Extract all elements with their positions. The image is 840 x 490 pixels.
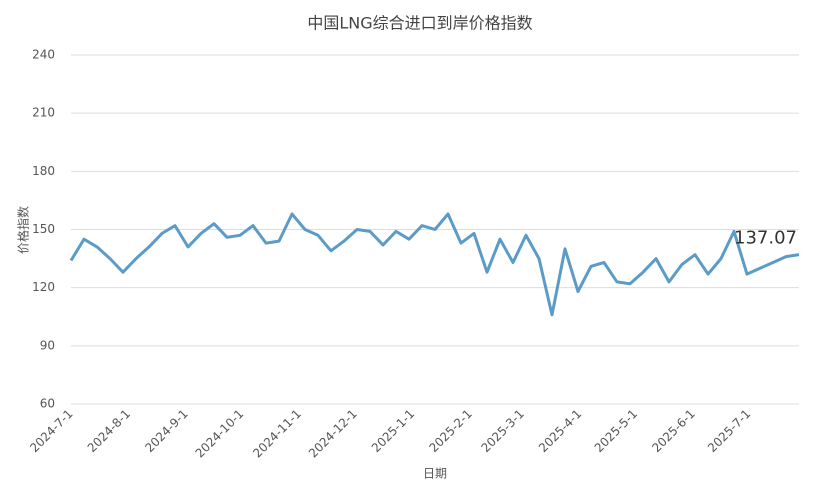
x-tick-label: 2024-12-1 [306,407,360,461]
y-axis-label: 价格指数 [16,206,31,254]
chart-title: 中国LNG综合进口到岸价格指数 [307,14,532,33]
data-line [69,212,800,317]
x-tick-label: 2025-1-1 [369,407,417,455]
x-tick-label: 2025-6-1 [649,407,697,455]
y-tick-label: 90 [40,338,55,352]
x-tick-label: 2024-8-1 [85,407,133,455]
x-axis-label: 日期 [423,467,447,481]
x-tick-label: 2025-7-1 [705,407,753,455]
x-tick-label: 2025-2-1 [426,407,474,455]
y-tick-label: 60 [40,397,55,411]
y-tick-label: 240 [32,48,55,62]
x-tick-label: 2024-10-1 [193,407,247,461]
end-value-label: 137.07 [734,228,797,249]
x-tick-label: 2025-5-1 [592,407,640,455]
x-tick-label: 2025-4-1 [536,407,584,455]
x-tick-label: 2025-3-1 [478,407,526,455]
y-tick-label: 120 [32,280,55,294]
x-tick-label: 2024-9-1 [142,407,190,455]
y-tick-label: 150 [32,222,55,236]
y-tick-label: 180 [32,164,55,178]
x-tick-label: 2024-11-1 [250,407,304,461]
y-tick-label: 210 [32,106,55,120]
x-tick-label: 2024-7-1 [27,407,75,455]
